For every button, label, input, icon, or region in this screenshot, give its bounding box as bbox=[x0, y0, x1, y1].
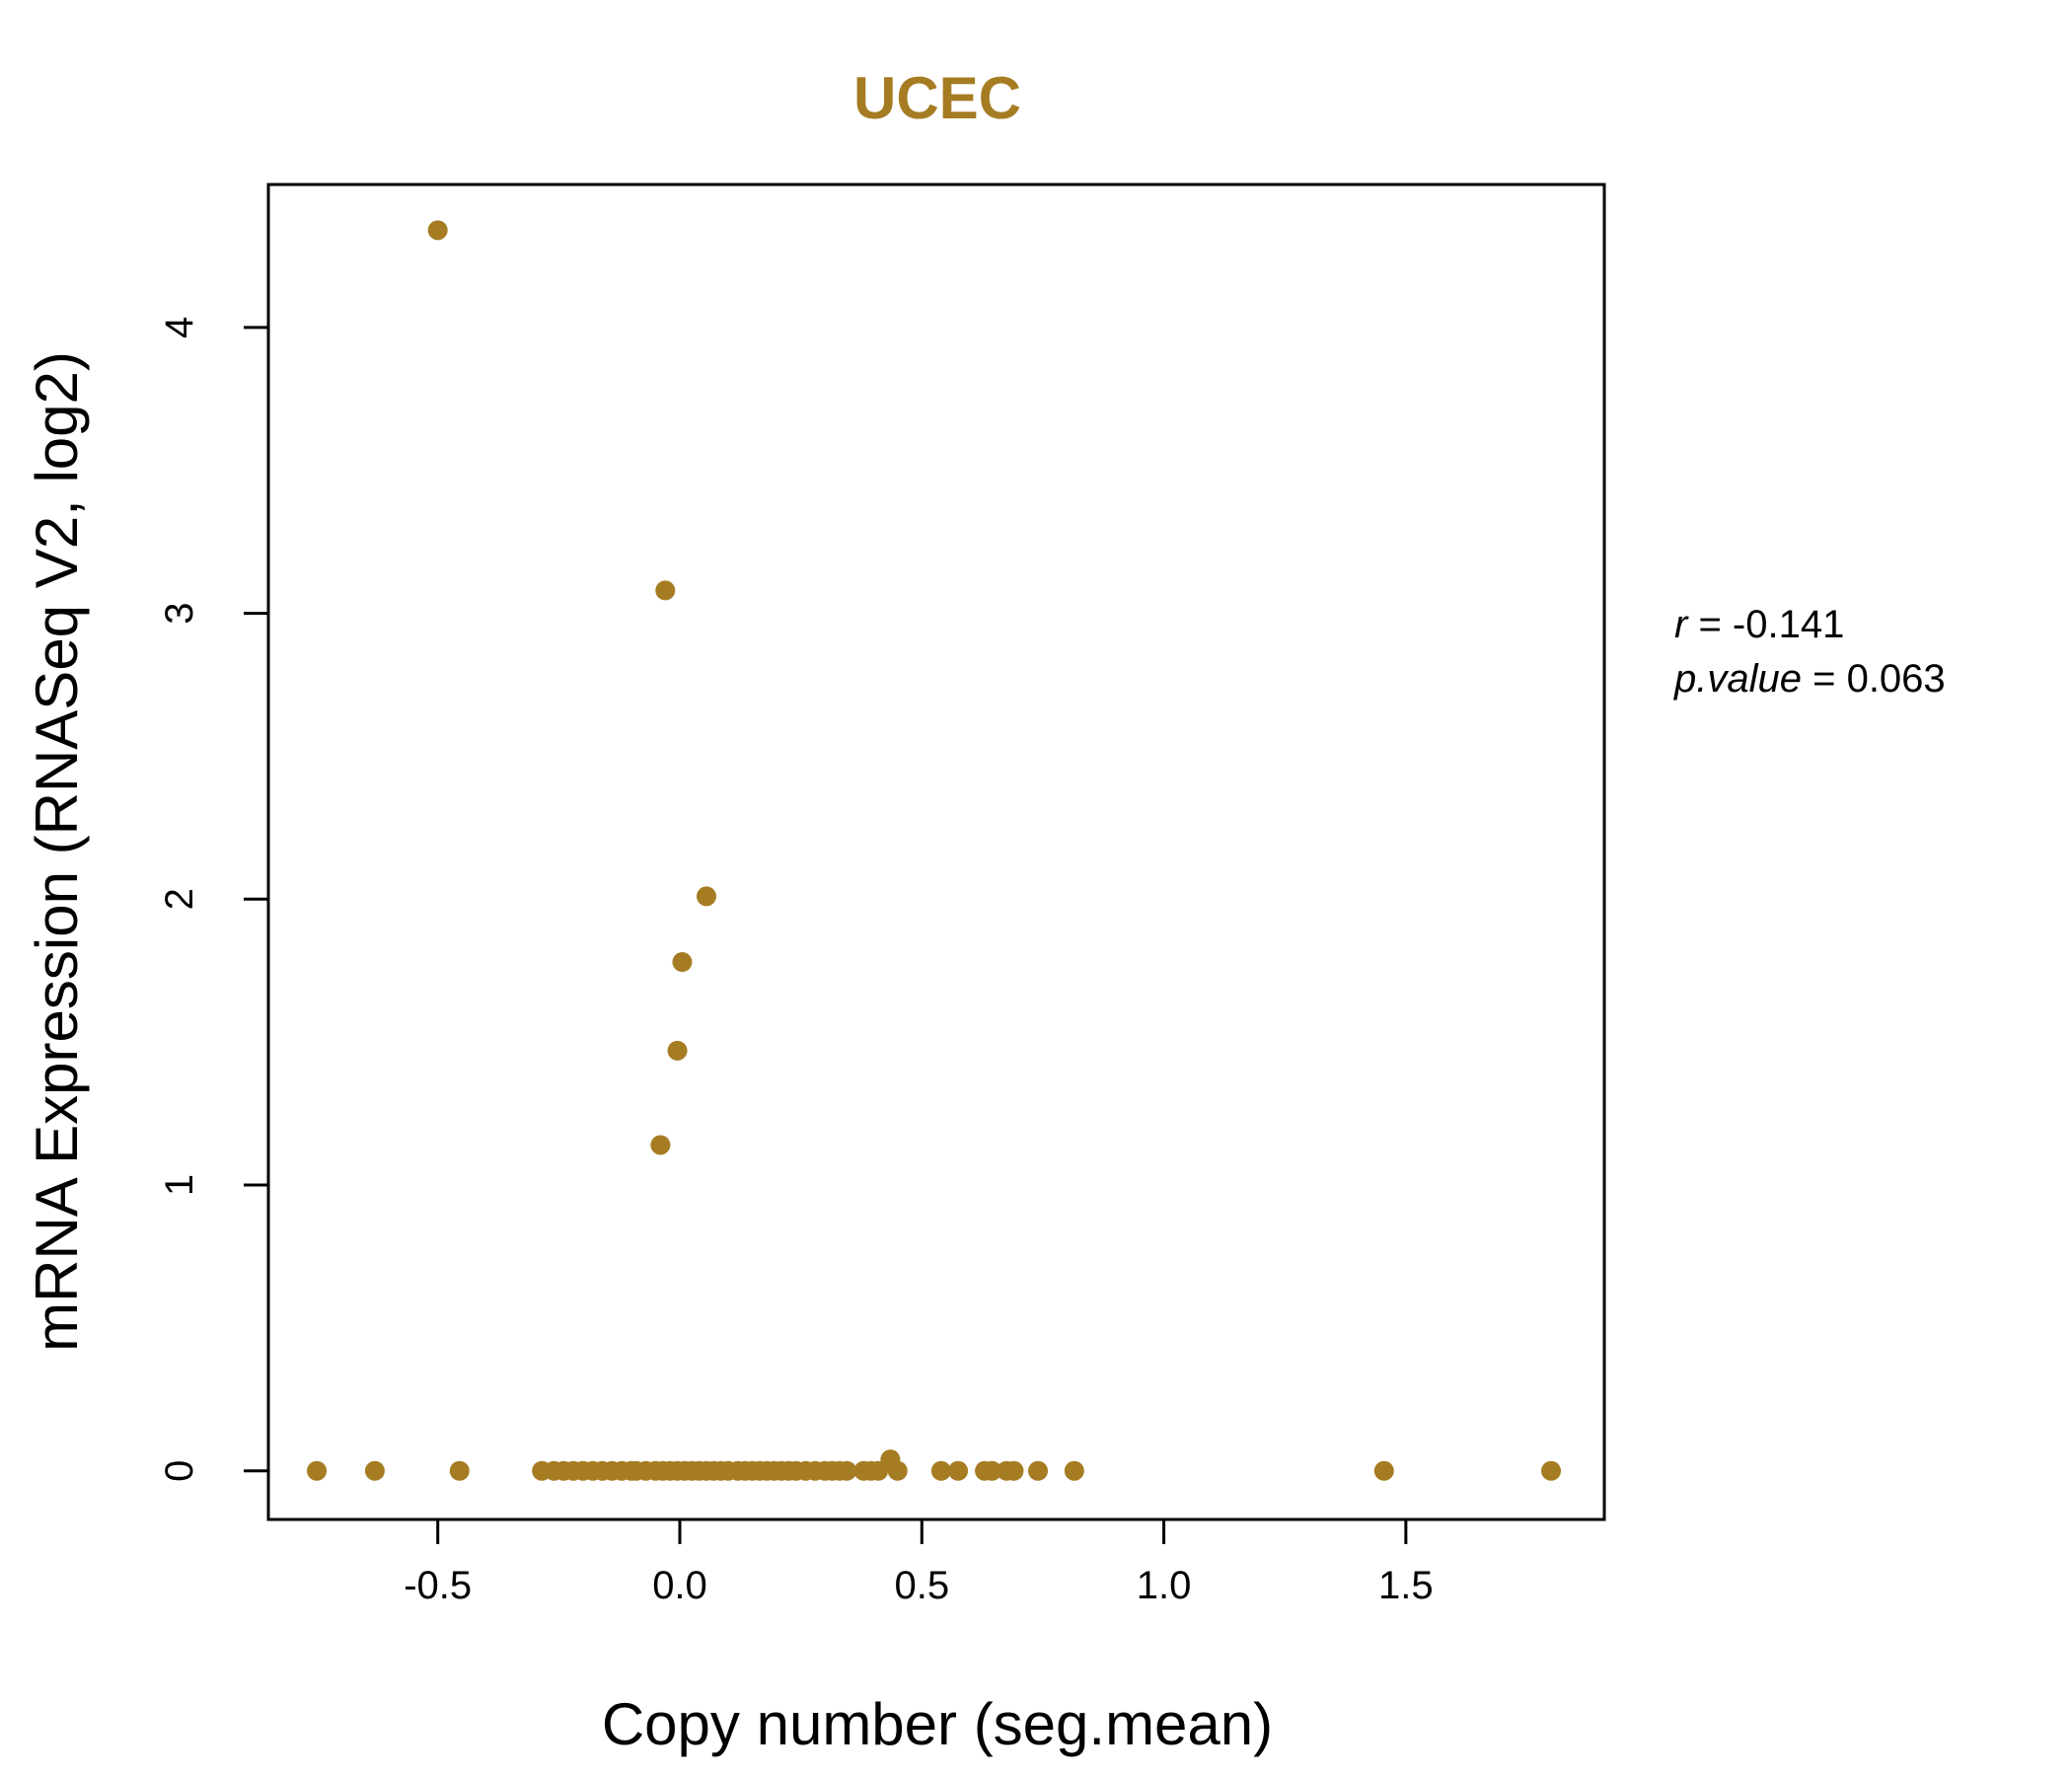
data-point bbox=[1064, 1460, 1084, 1481]
y-tick-label: 4 bbox=[158, 317, 201, 338]
plot-frame bbox=[266, 183, 1606, 1521]
data-point bbox=[837, 1460, 857, 1481]
x-tick-label: 1.0 bbox=[1137, 1564, 1192, 1607]
data-point bbox=[930, 1460, 951, 1481]
correlation-annotation: r = -0.141 bbox=[1674, 603, 1844, 646]
data-point bbox=[1541, 1460, 1562, 1481]
chart-title: UCEC bbox=[853, 65, 1021, 131]
r-symbol: r bbox=[1674, 603, 1689, 646]
x-axis: -0.5 0.0 0.5 1.0 1.5 bbox=[404, 1519, 1434, 1607]
y-tick-label: 3 bbox=[158, 602, 201, 624]
data-point bbox=[364, 1460, 385, 1481]
y-tick-label: 1 bbox=[158, 1174, 201, 1196]
data-points bbox=[307, 220, 1562, 1481]
data-point bbox=[667, 1040, 688, 1061]
y-tick-label: 0 bbox=[158, 1460, 201, 1482]
y-tick-label: 2 bbox=[158, 888, 201, 910]
r-value: = -0.141 bbox=[1687, 603, 1844, 646]
x-tick-label: 1.5 bbox=[1378, 1564, 1434, 1607]
data-point bbox=[307, 1460, 328, 1481]
data-point bbox=[868, 1460, 889, 1481]
x-tick-label: -0.5 bbox=[404, 1564, 472, 1607]
x-tick-label: 0.5 bbox=[894, 1564, 949, 1607]
y-axis: 0 1 2 3 4 bbox=[158, 317, 268, 1482]
p-symbol: p.value bbox=[1673, 657, 1802, 701]
data-point bbox=[1028, 1460, 1049, 1481]
y-axis-title: mRNA Expression (RNASeq V2, log2) bbox=[24, 351, 90, 1352]
data-point bbox=[948, 1460, 969, 1481]
data-point bbox=[1373, 1460, 1394, 1481]
data-point bbox=[650, 1135, 671, 1155]
data-point bbox=[427, 220, 448, 241]
x-axis-title: Copy number (seg.mean) bbox=[602, 1691, 1273, 1757]
p-value: = 0.063 bbox=[1802, 657, 1946, 701]
data-point bbox=[696, 886, 716, 907]
x-tick-label: 0.0 bbox=[652, 1564, 707, 1607]
p-value-annotation: p.value = 0.063 bbox=[1673, 657, 1946, 701]
data-point bbox=[449, 1460, 470, 1481]
data-point bbox=[672, 952, 693, 973]
data-point bbox=[982, 1460, 1002, 1481]
data-point bbox=[887, 1460, 908, 1481]
data-point bbox=[1003, 1460, 1024, 1481]
data-point bbox=[655, 580, 676, 601]
